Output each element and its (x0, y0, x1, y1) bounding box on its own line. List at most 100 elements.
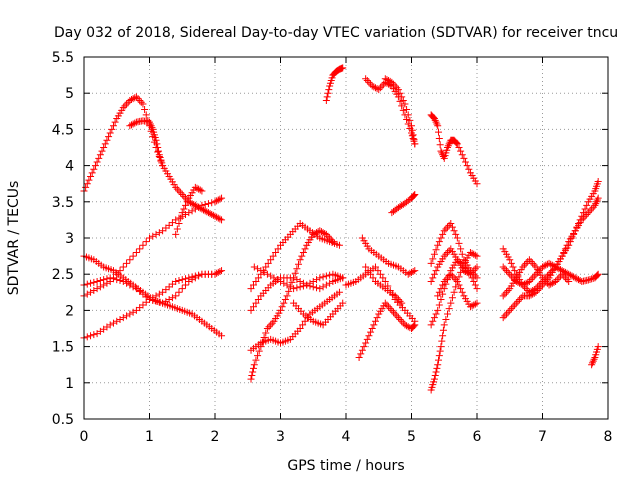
data-point (434, 122, 442, 130)
data-point (106, 321, 114, 329)
data-point (398, 102, 406, 110)
data-point (96, 283, 104, 291)
series-arc-15 (362, 75, 419, 148)
data-point (584, 276, 592, 284)
data-point (401, 321, 409, 329)
data-point (571, 274, 579, 282)
data-point (295, 260, 303, 268)
data-point (457, 259, 465, 267)
data-point (470, 267, 478, 275)
data-point (437, 296, 445, 304)
data-point (123, 279, 131, 287)
data-point (213, 197, 221, 205)
data-point (432, 310, 440, 318)
data-point (216, 215, 224, 223)
series-arc-17 (358, 234, 419, 278)
series-arc-31 (499, 194, 602, 322)
data-point (520, 280, 528, 288)
data-point (201, 207, 209, 215)
data-point (103, 136, 111, 144)
data-point (100, 276, 108, 284)
data-point (313, 284, 321, 292)
data-point (96, 151, 104, 159)
data-point (116, 277, 124, 285)
data-point (453, 256, 461, 264)
data-point (299, 282, 307, 290)
data-point (403, 105, 411, 113)
data-point (591, 201, 599, 209)
x-tick-label: 7 (538, 429, 547, 445)
data-point (384, 282, 392, 290)
data-point (175, 288, 183, 296)
data-point (365, 78, 373, 86)
data-point (542, 261, 550, 269)
data-point (429, 317, 437, 325)
data-point (399, 96, 407, 104)
data-point (388, 78, 396, 86)
data-point (90, 331, 98, 339)
data-point (431, 116, 439, 124)
data-point (249, 364, 257, 372)
data-point (371, 263, 379, 271)
data-point (257, 267, 265, 275)
data-point (323, 93, 331, 101)
data-point (370, 83, 378, 91)
data-point (206, 210, 214, 218)
data-point (373, 314, 381, 322)
data-point (129, 308, 137, 316)
data-point (375, 86, 383, 94)
data-point (588, 361, 596, 369)
data-point (437, 234, 445, 242)
data-point (319, 273, 327, 281)
data-point (148, 124, 156, 132)
data-point (434, 306, 442, 314)
data-point (182, 201, 190, 209)
data-point (463, 162, 471, 170)
data-point (109, 122, 117, 130)
data-point (403, 115, 411, 123)
data-point (363, 77, 371, 85)
data-point (90, 165, 98, 173)
data-point (178, 191, 186, 199)
data-point (204, 200, 212, 208)
data-point (191, 205, 199, 213)
data-point (594, 343, 602, 351)
data-point (180, 192, 188, 200)
data-point (517, 294, 525, 302)
data-point (444, 248, 452, 256)
series-arc-1 (80, 93, 226, 224)
data-markers (80, 64, 602, 394)
data-point (440, 321, 448, 329)
data-point (457, 245, 465, 253)
data-point (502, 310, 510, 318)
series-arc-11 (247, 274, 347, 314)
data-point (442, 315, 450, 323)
data-point (162, 297, 170, 305)
data-point (404, 111, 412, 119)
data-point (458, 151, 466, 159)
data-point (593, 271, 601, 279)
data-point (88, 169, 96, 177)
data-point (306, 279, 314, 287)
data-point (185, 277, 193, 285)
data-point (462, 265, 470, 273)
data-point (146, 296, 153, 304)
data-point (465, 165, 473, 173)
data-point (440, 227, 448, 235)
data-point (106, 129, 114, 137)
data-point (255, 347, 263, 355)
data-point (290, 285, 298, 293)
data-point (286, 283, 294, 291)
data-point (322, 230, 330, 238)
data-point (324, 89, 332, 97)
data-point (581, 212, 589, 220)
data-point (198, 201, 206, 209)
x-tick-label: 5 (407, 429, 416, 445)
data-point (429, 113, 437, 121)
data-point (439, 230, 447, 238)
data-point (126, 281, 134, 289)
data-point (452, 138, 460, 146)
data-point (131, 94, 139, 102)
data-point (506, 306, 514, 314)
data-point (581, 205, 589, 213)
